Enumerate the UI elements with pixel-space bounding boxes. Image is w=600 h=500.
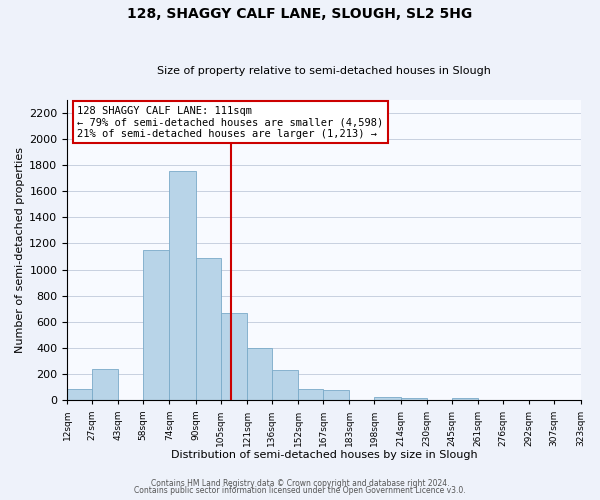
Text: Contains HM Land Registry data © Crown copyright and database right 2024.: Contains HM Land Registry data © Crown c… [151, 478, 449, 488]
Text: Contains public sector information licensed under the Open Government Licence v3: Contains public sector information licen… [134, 486, 466, 495]
Text: 128, SHAGGY CALF LANE, SLOUGH, SL2 5HG: 128, SHAGGY CALF LANE, SLOUGH, SL2 5HG [127, 8, 473, 22]
Bar [401, 398, 427, 400]
Bar [247, 348, 272, 401]
Bar [374, 396, 401, 400]
Bar [272, 370, 298, 400]
Title: Size of property relative to semi-detached houses in Slough: Size of property relative to semi-detach… [157, 66, 491, 76]
X-axis label: Distribution of semi-detached houses by size in Slough: Distribution of semi-detached houses by … [170, 450, 477, 460]
Bar [92, 369, 118, 400]
Bar [323, 390, 349, 400]
Bar [452, 398, 478, 400]
Y-axis label: Number of semi-detached properties: Number of semi-detached properties [15, 147, 25, 353]
Bar [169, 172, 196, 400]
Bar [196, 258, 221, 400]
Bar [221, 313, 247, 400]
Bar [298, 388, 323, 400]
Text: 128 SHAGGY CALF LANE: 111sqm
← 79% of semi-detached houses are smaller (4,598)
2: 128 SHAGGY CALF LANE: 111sqm ← 79% of se… [77, 106, 383, 138]
Bar [67, 388, 92, 400]
Bar [143, 250, 169, 400]
